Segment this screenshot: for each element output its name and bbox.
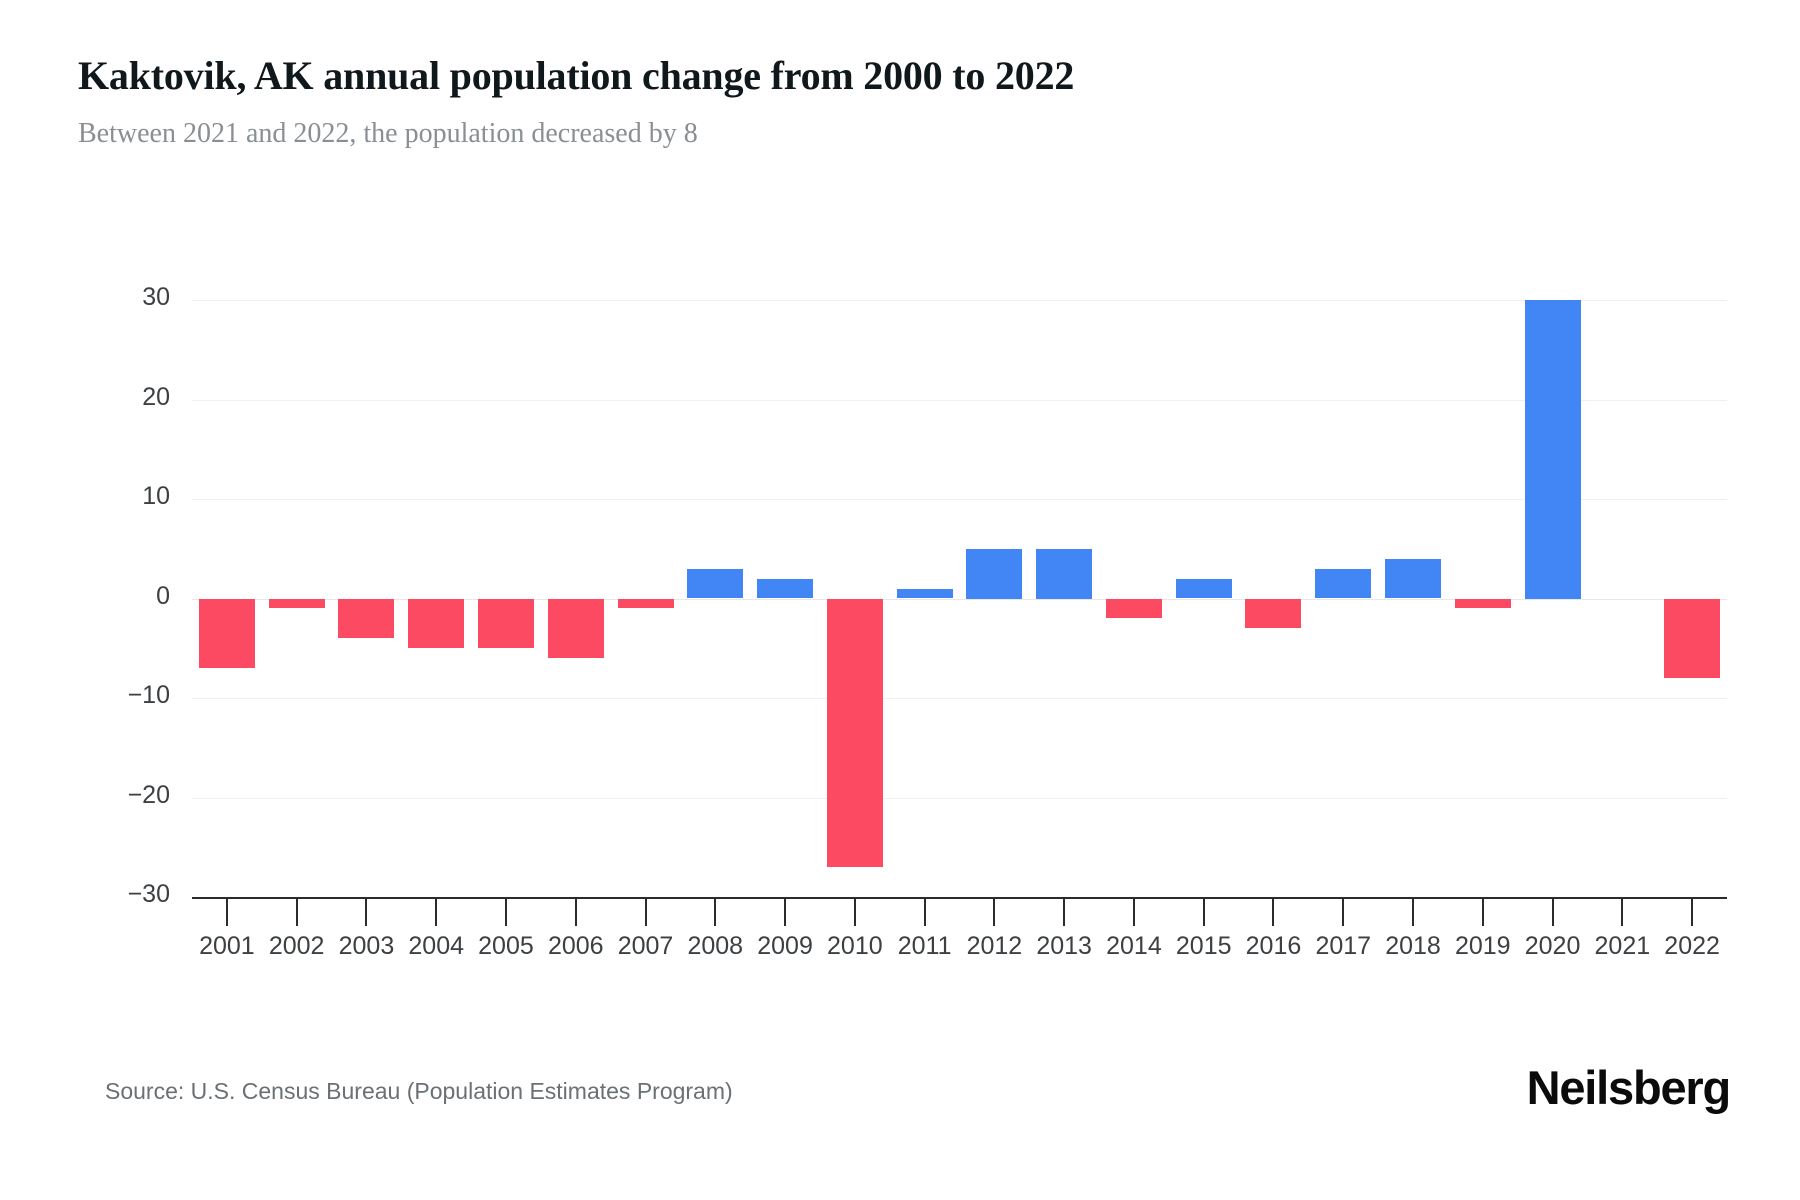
x-axis-tick-label-2020: 2020 [1524,932,1581,960]
bar-2022[interactable] [1664,598,1721,679]
x-axis-tick-label-2017: 2017 [1315,932,1372,960]
x-axis-tick-label-2018: 2018 [1385,932,1441,960]
x-axis-tick [1202,899,1205,926]
x-axis-tick [784,899,787,926]
x-axis-tick [714,899,717,926]
x-axis-tick-label-2015: 2015 [1175,932,1232,960]
source-note: Source: U.S. Census Bureau (Population E… [105,1078,733,1104]
x-axis-tick-label-2010: 2010 [827,932,883,960]
gridline [192,300,1727,301]
x-axis-tick-label-2007: 2007 [617,932,674,960]
x-axis-tick [1621,899,1624,926]
bar-2010[interactable] [826,598,883,868]
x-axis-tick-label-2002: 2002 [268,932,325,960]
x-axis-tick-label-2019: 2019 [1454,932,1511,960]
x-axis-tick [365,899,368,926]
bar-2011[interactable] [896,588,953,599]
x-axis-tick-label-2003: 2003 [338,932,395,960]
x-axis-tick-label-2008: 2008 [687,932,744,960]
x-axis-tick-label-2005: 2005 [478,932,534,960]
x-axis-tick-label-2004: 2004 [408,932,465,960]
gridline [192,698,1727,699]
x-axis-tick-label-2006: 2006 [547,932,604,960]
x-axis-tick-label-2011: 2011 [897,932,952,960]
page-title: Kaktovik, AK annual population change fr… [78,53,1075,98]
y-axis-tick-label: 30 [142,283,170,311]
x-axis-tick [1063,899,1066,926]
x-axis-tick-label-2009: 2009 [757,932,813,960]
zero-baseline [192,598,1727,600]
y-axis-tick-label: −10 [127,681,170,709]
bar-2016[interactable] [1245,598,1302,629]
x-axis-tick [295,899,298,926]
brand-logo: Neilsberg [1526,1061,1732,1114]
x-axis-tick-label-2014: 2014 [1106,932,1162,960]
bar-2014[interactable] [1105,598,1162,619]
x-axis-tick [1481,899,1484,926]
y-axis-tick-label: −30 [127,880,170,908]
x-axis-tick-label-2022: 2022 [1664,932,1720,960]
gridline [192,499,1727,500]
x-axis-tick [993,899,996,926]
bar-2015[interactable] [1175,578,1232,599]
x-axis-tick [435,899,438,926]
x-axis-tick [225,899,228,926]
bar-2020[interactable] [1524,300,1581,599]
x-axis-tick [1132,899,1135,926]
x-axis-tick [1551,899,1554,926]
chart-subtitle: Between 2021 and 2022, the population de… [78,118,698,149]
bar-2009[interactable] [757,578,814,599]
x-axis-line [192,897,1727,899]
x-axis-tick-label-2021: 2021 [1594,932,1651,960]
gridline [192,797,1727,799]
x-axis-tick [1691,899,1694,926]
y-axis-tick-label: 10 [142,482,170,510]
bar-2008[interactable] [687,568,744,599]
bar-2006[interactable] [547,598,604,659]
x-axis-tick [644,899,647,926]
bar-2013[interactable] [1036,548,1093,599]
x-axis-tick-label-2012: 2012 [966,932,1023,960]
x-axis-tick [1272,899,1275,926]
bar-2019[interactable] [1454,598,1511,609]
gridline [192,399,1727,401]
x-axis-tick-label-2001: 2001 [199,932,255,960]
x-axis-tick [853,899,856,926]
bar-2005[interactable] [477,598,534,649]
bar-2007[interactable] [617,598,674,609]
bar-2004[interactable] [408,598,465,649]
x-axis-tick [923,899,926,926]
y-axis-tick-label: −20 [127,780,170,809]
x-axis-tick-label-2016: 2016 [1245,932,1302,960]
bar-2001[interactable] [198,598,255,669]
x-axis-tick [574,899,577,926]
bar-2002[interactable] [268,598,325,609]
bar-2003[interactable] [338,598,395,639]
y-axis-tick-label: 20 [142,382,170,411]
bar-2017[interactable] [1315,568,1372,599]
y-axis-tick-label: 0 [156,581,170,610]
x-axis-tick [504,899,507,926]
bar-2018[interactable] [1385,558,1442,599]
x-axis-tick-label-2013: 2013 [1036,932,1092,960]
x-axis-tick [1342,899,1345,926]
bar-2012[interactable] [966,548,1023,599]
x-axis-tick [1412,899,1415,926]
